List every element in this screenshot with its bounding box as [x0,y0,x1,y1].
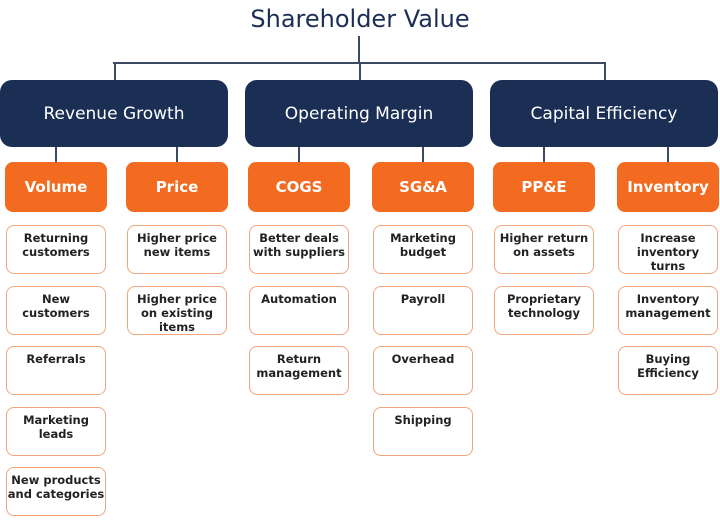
connector [358,36,360,63]
leaf-item: Higher price on existing items [127,285,227,335]
leaf-item: Automation [249,285,349,335]
connector [604,62,606,80]
leaf-item: Buying Efficiency [618,346,718,395]
leaf-item: Returning customers [6,225,106,274]
leaf-item: Shipping [373,406,473,456]
driver-pp-e: PP&E [493,162,595,212]
leaf-item: Overhead [373,346,473,395]
connector [422,147,424,162]
connector [55,147,57,162]
driver-price: Price [126,162,228,212]
leaf-item: Marketing leads [6,406,106,456]
leaf-item: Return management [249,346,349,395]
connector [543,147,545,162]
category-operating-margin: Operating Margin [245,80,473,147]
diagram-title: Shareholder Value [250,5,470,33]
driver-volume: Volume [5,162,107,212]
driver-sg-a: SG&A [372,162,474,212]
driver-inventory: Inventory [617,162,719,212]
connector [298,147,300,162]
leaf-item: New customers [6,285,106,335]
driver-cogs: COGS [248,162,350,212]
leaf-item: Inventory management [618,285,718,335]
leaf-item: Referrals [6,346,106,395]
leaf-item: Better deals with suppliers [249,225,349,274]
connector [114,62,116,80]
leaf-item: Higher price new items [127,225,227,274]
leaf-item: Payroll [373,285,473,335]
leaf-item: Marketing budget [373,225,473,274]
connector [176,147,178,162]
category-revenue-growth: Revenue Growth [0,80,228,147]
leaf-item: New products and categories [6,467,106,516]
category-capital-efficiency: Capital Efficiency [490,80,718,147]
leaf-item: Increase inventory turns [618,225,718,274]
leaf-item: Proprietary technology [494,285,594,335]
leaf-item: Higher return on assets [494,225,594,274]
connector [667,147,669,162]
connector [359,62,361,80]
